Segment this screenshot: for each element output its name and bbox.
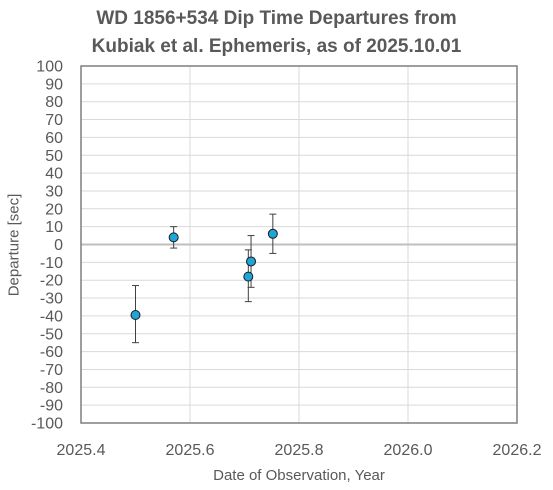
y-tick-label: 70 <box>45 112 63 129</box>
y-tick-label: 60 <box>45 130 63 147</box>
y-tick-label: 20 <box>45 201 63 218</box>
data-point <box>168 232 179 243</box>
x-tick-label: 2026.0 <box>384 442 433 459</box>
y-tick-label: 40 <box>45 166 63 183</box>
chart-title-line-1: WD 1856+534 Dip Time Departures from <box>96 8 457 29</box>
y-tick-label: 80 <box>45 94 63 111</box>
x-tick-label: 2026.2 <box>493 442 542 459</box>
y-tick-label: -100 <box>31 416 63 433</box>
y-tick-label: 10 <box>45 219 63 236</box>
y-tick-label: 100 <box>36 59 63 76</box>
y-tick-label: -20 <box>40 273 63 290</box>
data-point <box>243 271 254 282</box>
y-tick-label: 90 <box>45 76 63 93</box>
data-point <box>267 228 278 239</box>
data-point <box>246 256 257 267</box>
y-axis-label: Departure [sec] <box>5 193 23 297</box>
x-tick-label: 2025.8 <box>275 442 324 459</box>
data-point <box>130 310 141 321</box>
y-tick-label: 0 <box>54 237 63 254</box>
y-tick-label: -80 <box>40 380 63 397</box>
y-tick-label: -50 <box>40 326 63 343</box>
y-tick-label: 30 <box>45 183 63 200</box>
y-tick-label: -30 <box>40 291 63 308</box>
y-tick-label: -90 <box>40 398 63 415</box>
y-tick-label: -40 <box>40 308 63 325</box>
x-axis-label: Date of Observation, Year <box>213 467 385 484</box>
y-tick-label: -70 <box>40 362 63 379</box>
y-tick-label: 50 <box>45 148 63 165</box>
plot-frame <box>80 65 518 424</box>
x-tick-label: 2025.6 <box>166 442 215 459</box>
x-tick-label: 2025.4 <box>57 442 106 459</box>
chart-title-line-2: Kubiak et al. Ephemeris, as of 2025.10.0… <box>91 36 462 57</box>
y-tick-label: -60 <box>40 344 63 361</box>
y-tick-label: -10 <box>40 255 63 272</box>
